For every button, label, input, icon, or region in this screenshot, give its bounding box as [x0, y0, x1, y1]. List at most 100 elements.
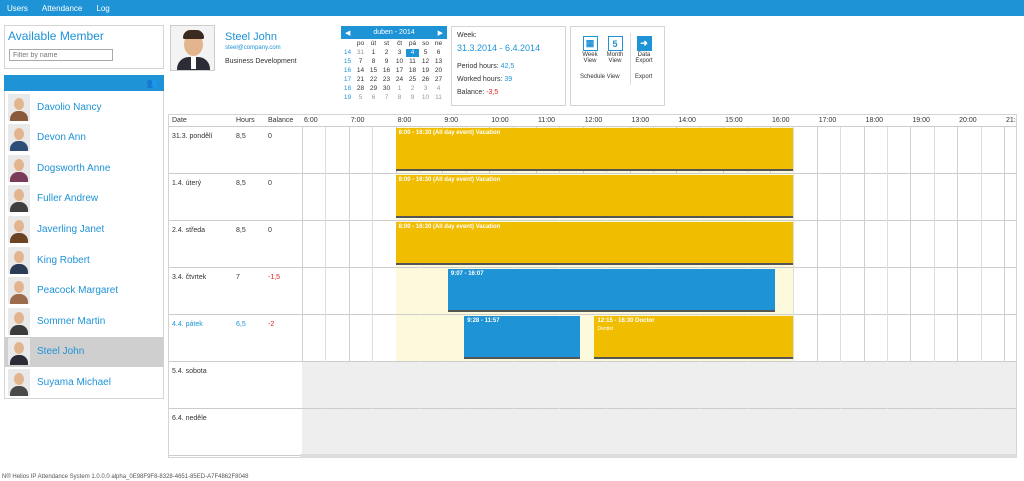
calendar-day[interactable]: 4: [406, 49, 419, 57]
week-range: 31.3.2014 - 6.4.2014: [457, 43, 541, 53]
month-view-button[interactable]: 5 Month View: [605, 36, 625, 64]
week-number[interactable]: 19: [343, 94, 352, 101]
calendar-day[interactable]: 6: [371, 94, 376, 101]
avatar: [8, 154, 30, 182]
calendar-day[interactable]: 11: [435, 94, 442, 101]
weekday-label: út: [370, 40, 377, 47]
week-number[interactable]: 16: [343, 67, 352, 74]
calendar-day[interactable]: 4: [436, 85, 441, 92]
horizontal-scrollbar[interactable]: [300, 454, 1017, 458]
calendar-day[interactable]: 8: [371, 58, 376, 65]
member-item[interactable]: Suyama Michael: [4, 367, 164, 397]
calendar-day[interactable]: 21: [356, 76, 365, 83]
week-number[interactable]: 14: [343, 49, 352, 56]
top-nav: Users Attendance Log: [0, 0, 1024, 16]
calendar-day[interactable]: 9: [410, 94, 415, 101]
calendar-day[interactable]: 13: [434, 58, 443, 65]
member-filter-input[interactable]: [9, 49, 113, 61]
schedule-view-group-label: Schedule View: [580, 74, 620, 80]
period-hours-label: Period hours:: [457, 63, 499, 70]
calendar-day[interactable]: 19: [421, 67, 430, 74]
hour-label: 15:00: [725, 117, 743, 124]
member-item[interactable]: Javerling Janet: [4, 214, 164, 244]
member-item[interactable]: Sommer Martin: [4, 306, 164, 336]
week-number[interactable]: 18: [343, 85, 352, 92]
calendar-day[interactable]: 5: [423, 49, 428, 56]
calendar-day[interactable]: 9: [384, 58, 389, 65]
time-gridline: [302, 127, 303, 457]
calendar-day[interactable]: 14: [356, 67, 365, 74]
calendar-day[interactable]: 1: [371, 49, 376, 56]
calendar-day[interactable]: 29: [369, 85, 378, 92]
calendar-day[interactable]: 20: [434, 67, 443, 74]
attendance-event[interactable]: 12:15 - 16:30 Doctor Dentist: [594, 316, 794, 359]
prev-month-icon[interactable]: ◀: [345, 29, 351, 37]
export-label-1: Data: [637, 52, 651, 58]
users-icon[interactable]: 👥: [146, 78, 158, 88]
calendar-day[interactable]: 7: [358, 58, 363, 65]
calendar-day[interactable]: 10: [395, 58, 404, 65]
calendar-day[interactable]: 11: [409, 58, 416, 65]
calendar-day[interactable]: 8: [397, 94, 402, 101]
member-item[interactable]: King Robert: [4, 245, 164, 275]
row-balance: 0: [268, 227, 272, 234]
calendar-day[interactable]: 3: [397, 49, 402, 56]
member-item[interactable]: Davolio Nancy: [4, 92, 164, 122]
calendar-day[interactable]: 2: [384, 49, 389, 56]
time-gridline: [372, 127, 374, 457]
attendance-event[interactable]: 8:00 - 16:30 (All day event) Vacation: [395, 222, 794, 265]
row-date: 1.4. úterý: [172, 180, 202, 187]
calendar-day[interactable]: 31: [356, 49, 365, 56]
day-row: 31.3. pondělí 8,5 0: [169, 127, 1016, 174]
time-gridline: [886, 127, 888, 457]
calendar-day[interactable]: 24: [395, 76, 404, 83]
calendar-day[interactable]: 25: [408, 76, 417, 83]
schedule-area[interactable]: 8:00 - 16:30 (All day event) Vacation 8:0…: [302, 127, 1016, 457]
row-balance: -2: [268, 321, 275, 328]
hour-label: 9:00: [444, 117, 459, 124]
calendar-day[interactable]: 23: [382, 76, 391, 83]
member-item[interactable]: Devon Ann: [4, 123, 164, 153]
weekend-background: [302, 409, 1016, 455]
calendar-day[interactable]: 16: [382, 67, 391, 74]
attendance-event[interactable]: 9:07 - 16:07: [447, 269, 776, 312]
calendar-grid: po út st čt pá so ne 14 31 1 2 3 4 5 6 15 7 8 9 10 11 12 13 16 1…: [341, 40, 447, 102]
calendar-day[interactable]: 18: [408, 67, 417, 74]
week-number[interactable]: 15: [343, 58, 352, 65]
calendar-day[interactable]: 27: [434, 76, 443, 83]
nav-log[interactable]: Log: [96, 3, 110, 13]
calendar-day[interactable]: 28: [356, 85, 365, 92]
calendar-day[interactable]: 12: [421, 58, 430, 65]
user-email[interactable]: steel@company.com: [225, 45, 281, 51]
week-number[interactable]: 17: [343, 76, 352, 83]
calendar-day[interactable]: 30: [382, 85, 391, 92]
calendar-day[interactable]: 7: [384, 94, 389, 101]
avatar: [8, 277, 30, 305]
member-item[interactable]: Fuller Andrew: [4, 184, 164, 214]
calendar-day[interactable]: 1: [397, 85, 402, 92]
member-item[interactable]: Steel John: [4, 336, 164, 367]
attendance-event[interactable]: 8:00 - 16:30 (All day event) Vacation: [395, 128, 794, 171]
week-view-button[interactable]: ▦ Week View: [580, 36, 600, 64]
member-item[interactable]: Peacock Margaret: [4, 276, 164, 306]
attendance-event[interactable]: 8:00 - 16:30 (All day event) Vacation: [395, 175, 794, 218]
calendar-day[interactable]: 17: [395, 67, 404, 74]
calendar-day[interactable]: 26: [421, 76, 430, 83]
member-name: Peacock Margaret: [37, 285, 119, 297]
calendar-day[interactable]: 6: [436, 49, 441, 56]
member-item[interactable]: Dogsworth Anne: [4, 153, 164, 183]
calendar-day[interactable]: 2: [410, 85, 415, 92]
avatar: [8, 307, 30, 335]
calendar-day[interactable]: 3: [423, 85, 428, 92]
calendar-day[interactable]: 10: [421, 94, 430, 101]
footer-version: N® Helios IP Attendance System 1.0.0.0 a…: [2, 474, 249, 480]
nav-attendance[interactable]: Attendance: [41, 3, 83, 13]
nav-users[interactable]: Users: [7, 3, 28, 13]
calendar-day[interactable]: 22: [369, 76, 378, 83]
calendar-day[interactable]: 15: [369, 67, 378, 74]
data-export-button[interactable]: ➜ Data Export: [634, 36, 654, 64]
time-gridline: [910, 127, 912, 457]
calendar-day[interactable]: 5: [358, 94, 363, 101]
next-month-icon[interactable]: ▶: [437, 29, 443, 37]
attendance-event[interactable]: 9:28 - 11:57: [464, 316, 581, 359]
